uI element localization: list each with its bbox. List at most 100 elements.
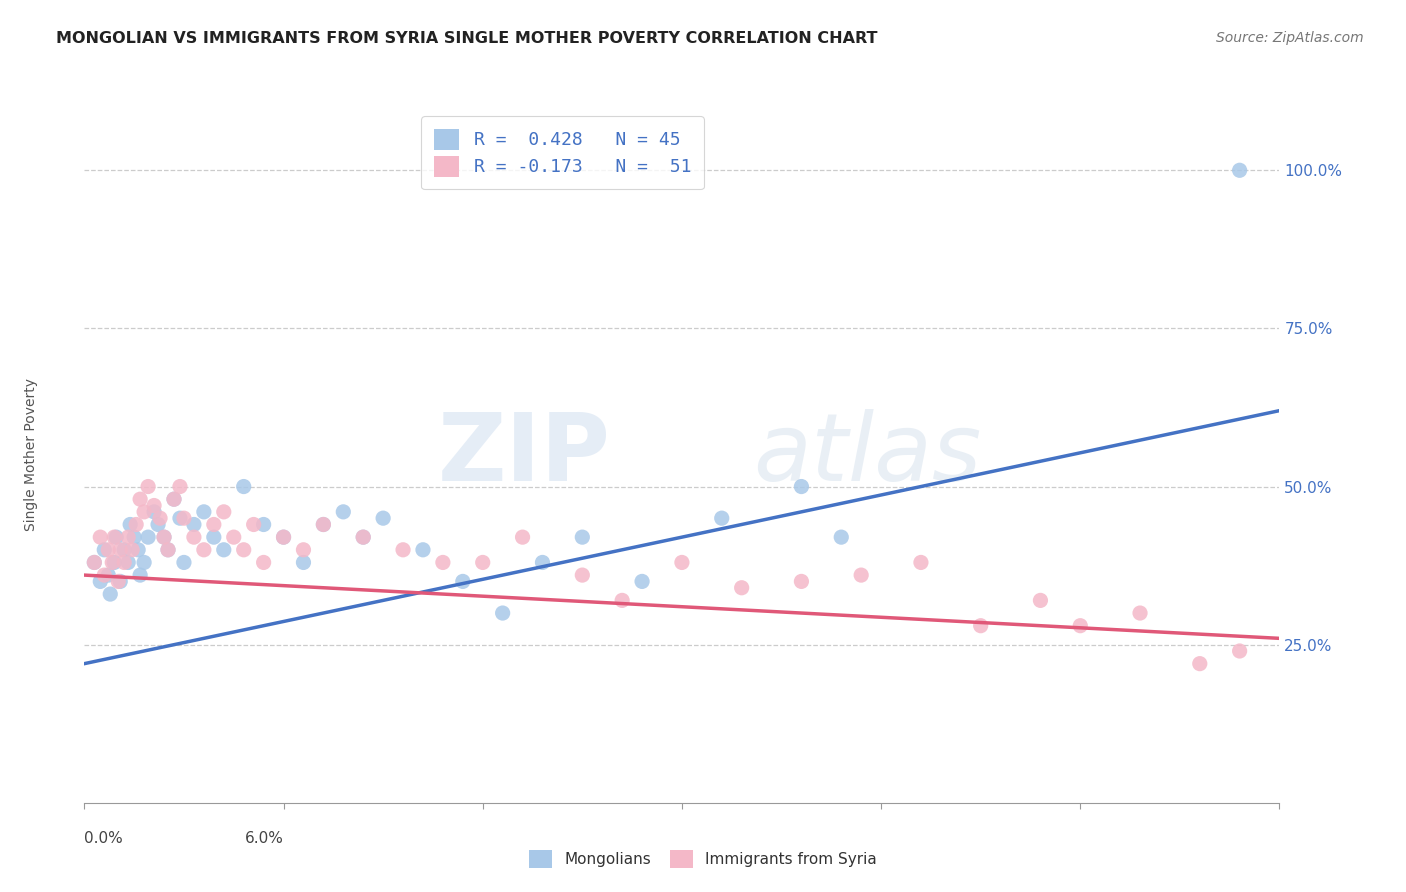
Point [571,530,593,544]
Legend: Mongolians, Immigrants from Syria: Mongolians, Immigrants from Syria [522,843,884,875]
Point [112,556,135,570]
Point [173,511,195,525]
Point [173,556,195,570]
Point [352,530,374,544]
Text: atlas: atlas [754,409,981,500]
Point [610,593,633,607]
Point [790,479,813,493]
Point [89,574,111,589]
Text: 6.0%: 6.0% [245,830,284,846]
Point [432,556,454,570]
Point [1069,618,1091,632]
Text: MONGOLIAN VS IMMIGRANTS FROM SYRIA SINGLE MOTHER POVERTY CORRELATION CHART: MONGOLIAN VS IMMIGRANTS FROM SYRIA SINGL… [56,31,877,46]
Point [103,556,125,570]
Point [163,492,186,507]
Point [143,499,166,513]
Point [136,530,159,544]
Point [127,542,149,557]
Point [169,511,191,525]
Point [89,530,111,544]
Point [273,530,295,544]
Point [1188,657,1211,671]
Point [163,492,186,507]
Point [392,542,415,557]
Point [125,517,148,532]
Point [531,556,554,570]
Point [471,556,494,570]
Point [98,587,121,601]
Point [193,542,215,557]
Point [222,530,245,544]
Point [97,568,120,582]
Point [202,530,225,544]
Text: 0.0%: 0.0% [84,830,124,846]
Point [136,479,159,493]
Point [232,479,254,493]
Point [132,556,156,570]
Point [117,556,139,570]
Point [97,542,120,557]
Point [146,517,169,532]
Point [117,530,139,544]
Point [253,556,276,570]
Point [312,517,335,532]
Point [101,556,124,570]
Point [83,556,105,570]
Point [631,574,654,589]
Point [110,574,132,589]
Point [93,568,115,582]
Point [292,556,315,570]
Point [107,574,129,589]
Legend: R =  0.428   N = 45, R = -0.173   N =  51: R = 0.428 N = 45, R = -0.173 N = 51 [422,116,703,189]
Point [212,505,235,519]
Point [332,505,354,519]
Point [1129,606,1152,620]
Point [451,574,474,589]
Point [105,530,128,544]
Point [273,530,295,544]
Point [849,568,872,582]
Point [731,581,754,595]
Text: Source: ZipAtlas.com: Source: ZipAtlas.com [1216,31,1364,45]
Point [120,517,142,532]
Point [910,556,932,570]
Point [157,542,180,557]
Point [1029,593,1052,607]
Point [103,530,125,544]
Text: ZIP: ZIP [437,409,610,501]
Point [312,517,335,532]
Point [830,530,852,544]
Point [1229,644,1251,658]
Point [492,606,515,620]
Point [512,530,534,544]
Point [242,517,264,532]
Point [970,618,993,632]
Point [671,556,693,570]
Point [790,574,813,589]
Point [193,505,215,519]
Point [122,530,145,544]
Point [710,511,733,525]
Point [153,530,176,544]
Point [153,530,176,544]
Point [112,542,135,557]
Point [121,542,143,557]
Point [83,556,105,570]
Point [157,542,180,557]
Point [571,568,593,582]
Point [212,542,235,557]
Point [412,542,434,557]
Point [132,505,156,519]
Point [352,530,374,544]
Point [149,511,172,525]
Point [183,517,205,532]
Point [1229,163,1251,178]
Point [169,479,191,493]
Point [110,542,132,557]
Text: Single Mother Poverty: Single Mother Poverty [24,378,38,532]
Point [93,542,115,557]
Point [129,568,152,582]
Point [202,517,225,532]
Point [143,505,166,519]
Point [253,517,276,532]
